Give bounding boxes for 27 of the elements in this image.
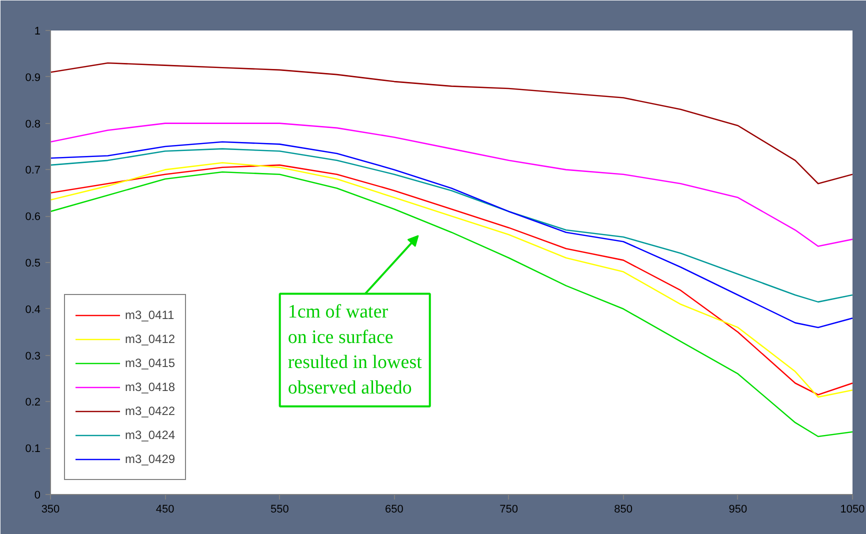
legend-label: m3_0412 <box>125 332 176 346</box>
x-tick-label: 450 <box>156 504 174 516</box>
y-tick-label: 0.1 <box>25 443 41 456</box>
y-tick-label: 0.8 <box>25 118 41 130</box>
y-tick-label: 0.4 <box>25 304 41 316</box>
x-tick-label: 1050 <box>840 504 865 516</box>
legend-label: m3_0418 <box>125 380 176 394</box>
legend-label: m3_0424 <box>125 428 176 442</box>
legend-label: m3_0415 <box>125 356 176 370</box>
y-tick-label: 0 <box>34 490 41 502</box>
legend-label: m3_0411 <box>125 308 174 322</box>
x-tick-label: 650 <box>385 504 404 516</box>
legend-label: m3_0429 <box>125 452 176 466</box>
y-tick-label: 0.3 <box>25 350 41 362</box>
y-tick-label: 0.6 <box>25 211 41 224</box>
x-tick-label: 850 <box>614 504 633 516</box>
x-tick-label: 950 <box>728 504 748 516</box>
x-tick-label: 550 <box>270 504 289 516</box>
x-tick-label: 350 <box>41 504 60 516</box>
y-tick-label: 0.2 <box>25 396 41 409</box>
y-tick-label: 1 <box>34 26 41 38</box>
y-tick-label: 0.5 <box>25 258 41 270</box>
legend-label: m3_0422 <box>125 404 176 418</box>
y-tick-label: 0.9 <box>25 72 41 84</box>
y-tick-label: 0.7 <box>25 164 41 177</box>
annotation: 1cm of water on ice surface resulted in lowest observed albedo <box>288 302 423 398</box>
x-tick-label: 750 <box>500 504 518 516</box>
